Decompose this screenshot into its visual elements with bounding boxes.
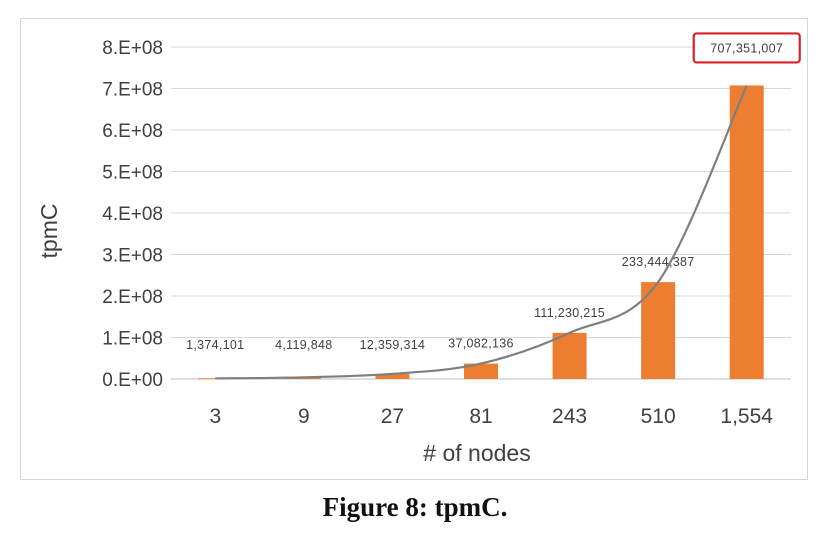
y-tick-label: 2.E+08 (102, 287, 163, 308)
y-tick-label: 5.E+08 (102, 163, 163, 184)
y-tick-label: 1.E+08 (102, 329, 163, 350)
data-labels: 1,374,101 4,119,848 12,359,314 37,082,136 11… (186, 32, 801, 352)
data-label: 111,230,215 (534, 306, 605, 320)
y-tick-label: 8.E+08 (102, 38, 163, 59)
y-axis-ticks: 0.E+00 1.E+08 2.E+08 3.E+08 4.E+08 5.E+08 6.E+… (102, 38, 163, 391)
data-label: 37,082,136 (448, 337, 514, 351)
x-tick-label: 9 (298, 405, 310, 428)
bar (729, 85, 764, 379)
x-tick-label: 3 (209, 405, 221, 428)
data-label: 233,444,387 (622, 255, 695, 269)
x-tick-label: 243 (552, 405, 587, 428)
highlight-box (692, 32, 801, 64)
x-axis-ticks: 3 9 27 81 243 510 1,554 (209, 405, 773, 428)
gridlines (171, 46, 791, 380)
bar (464, 363, 498, 379)
bar (552, 332, 587, 379)
data-label: 1,374,101 (186, 338, 244, 352)
bar (198, 378, 233, 379)
y-tick-label: 4.E+08 (102, 204, 163, 225)
x-tick-label: 510 (641, 405, 676, 428)
bar (641, 282, 676, 379)
bar (375, 373, 410, 379)
x-tick-label: 81 (469, 405, 492, 428)
y-tick-label: 7.E+08 (102, 80, 163, 101)
x-tick-label: 1,554 (720, 405, 773, 428)
bars (198, 85, 764, 379)
trend-line-path (215, 84, 748, 380)
trend-line (215, 84, 748, 380)
chart: 0.E+00 1.E+08 2.E+08 3.E+08 4.E+08 5.E+08 6.E+… (36, 32, 801, 466)
data-label: 4,119,848 (275, 338, 332, 352)
x-axis-title: # of nodes (423, 440, 530, 466)
chart-area: 0.E+00 1.E+08 2.E+08 3.E+08 4.E+08 5.E+08 6.E+… (20, 18, 808, 480)
y-axis-title: tpmC (36, 204, 62, 259)
y-tick-label: 0.E+00 (102, 370, 163, 391)
x-tick-label: 27 (381, 405, 404, 428)
figure-caption: Figure 8: tpmC. (322, 492, 508, 522)
y-tick-label: 3.E+08 (102, 246, 163, 267)
data-label: 707,351,007 (710, 41, 783, 55)
y-tick-label: 6.E+08 (102, 121, 163, 142)
data-label: 12,359,314 (360, 338, 426, 352)
